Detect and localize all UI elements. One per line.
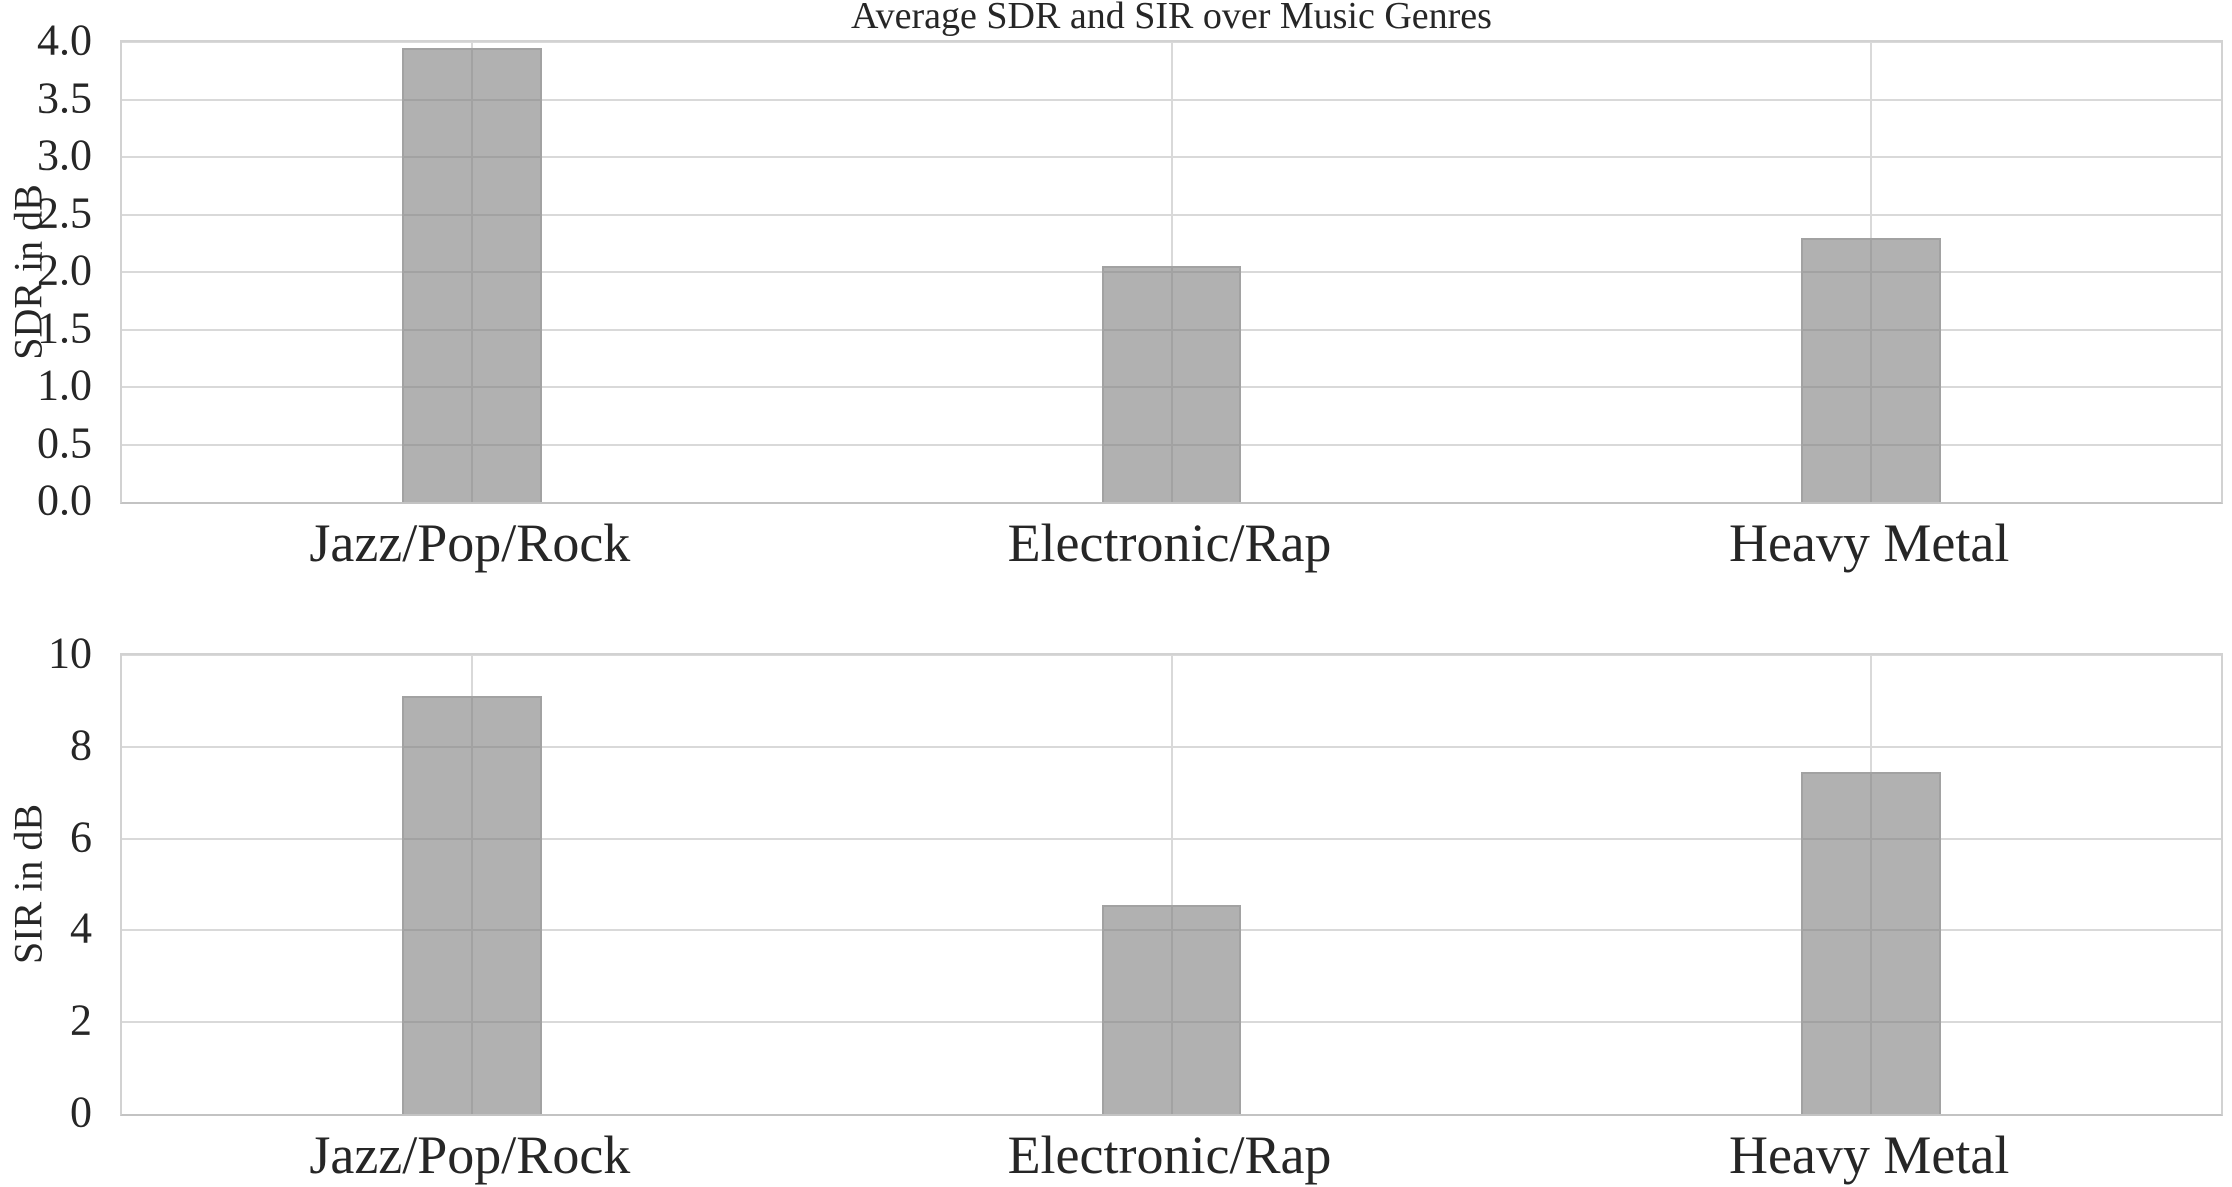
gridline-h xyxy=(122,386,2221,388)
gridline-v xyxy=(1170,42,1173,502)
x-tick-label: Jazz/Pop/Rock xyxy=(309,513,631,573)
y-axis: 0.0 0.5 1.0 1.5 2.0 2.5 3.0 3.5 4.0 xyxy=(0,16,106,525)
sdr-y-axis-label: SDR in dB xyxy=(5,184,51,360)
x-tick-label: Electronic/Rap xyxy=(1007,1125,1332,1185)
x-tick-label: Electronic/Rap xyxy=(1007,513,1332,573)
x-tick-label: Heavy Metal xyxy=(1728,1125,2010,1185)
bar xyxy=(1801,237,1942,502)
gridline-h xyxy=(122,98,2221,101)
y-tick-label: 8 xyxy=(70,720,92,770)
gridline-h xyxy=(122,213,2221,216)
y-tick-label: 1.0 xyxy=(37,360,92,410)
y-tick-label: 2.5 xyxy=(37,188,92,237)
bar xyxy=(1101,905,1242,1114)
plot-area xyxy=(120,40,2223,504)
plot-area xyxy=(120,653,2223,1116)
y-tick-label: 0 xyxy=(70,1087,92,1137)
y-tick-label: 4.0 xyxy=(37,15,92,65)
x-axis: Jazz/Pop/Rock Electronic/Rap Heavy Metal xyxy=(120,513,2223,606)
y-tick-label: 3.5 xyxy=(37,73,92,122)
y-tick-label: 10 xyxy=(48,628,92,678)
x-axis: Jazz/Pop/Rock Electronic/Rap Heavy Metal xyxy=(120,1125,2223,1187)
gridline-h xyxy=(122,745,2221,748)
gridline-v xyxy=(1170,655,1173,1114)
y-tick-label: 2 xyxy=(70,995,92,1045)
y-tick-label: 0.5 xyxy=(37,418,92,467)
x-tick-label: Heavy Metal xyxy=(1728,513,2010,573)
gridline-v xyxy=(1870,655,1873,1114)
gridline-h xyxy=(122,837,2221,840)
chart-title: Average SDR and SIR over Music Genres xyxy=(851,0,1492,37)
bar xyxy=(401,47,542,502)
bar xyxy=(1801,772,1942,1114)
bar xyxy=(401,696,542,1114)
gridline-h xyxy=(122,42,2221,43)
y-tick-label: 6 xyxy=(70,812,92,862)
y-tick-label: 3.0 xyxy=(37,130,92,180)
gridline-h xyxy=(122,1021,2221,1024)
y-tick-label: 0.0 xyxy=(37,475,92,525)
gridline-h xyxy=(122,443,2221,446)
y-axis: 0 2 4 6 8 10 xyxy=(0,629,106,1137)
sir-y-axis-label: SIR in dB xyxy=(5,803,51,965)
gridline-h xyxy=(122,328,2221,331)
x-tick-label: Jazz/Pop/Rock xyxy=(309,1125,631,1185)
y-tick-label: 2.0 xyxy=(37,245,92,295)
gridline-h xyxy=(122,655,2221,656)
gridline-h xyxy=(122,929,2221,932)
y-tick-label: 1.5 xyxy=(37,303,92,352)
gridline-h xyxy=(122,156,2221,158)
y-tick-label: 4 xyxy=(70,903,92,953)
gridline-v xyxy=(470,42,473,502)
gridline-v xyxy=(1870,42,1873,502)
gridline-h xyxy=(122,271,2221,273)
bar xyxy=(1101,266,1242,502)
gridline-v xyxy=(470,655,473,1114)
